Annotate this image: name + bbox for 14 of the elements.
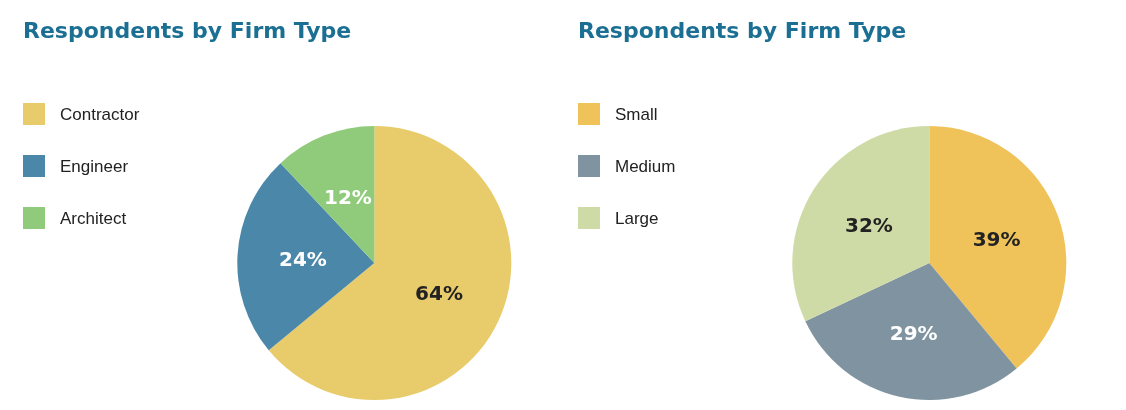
data-label: 29% — [889, 320, 938, 345]
legend-label: Architect — [60, 208, 127, 228]
chart-title: Respondents by Firm Type — [578, 17, 907, 43]
data-label: 24% — [279, 246, 327, 271]
data-label: 39% — [972, 226, 1021, 251]
legend-label: Small — [615, 104, 658, 124]
legend-label: Large — [615, 208, 659, 228]
data-label: 32% — [844, 212, 893, 237]
chart-title: Respondents by Firm Type — [23, 17, 352, 43]
data-label: 12% — [324, 184, 372, 209]
data-label: 64% — [415, 281, 463, 306]
legend-label: Contractor — [60, 104, 140, 124]
legend-label: Medium — [615, 156, 676, 176]
legend-label: Engineer — [60, 156, 129, 176]
